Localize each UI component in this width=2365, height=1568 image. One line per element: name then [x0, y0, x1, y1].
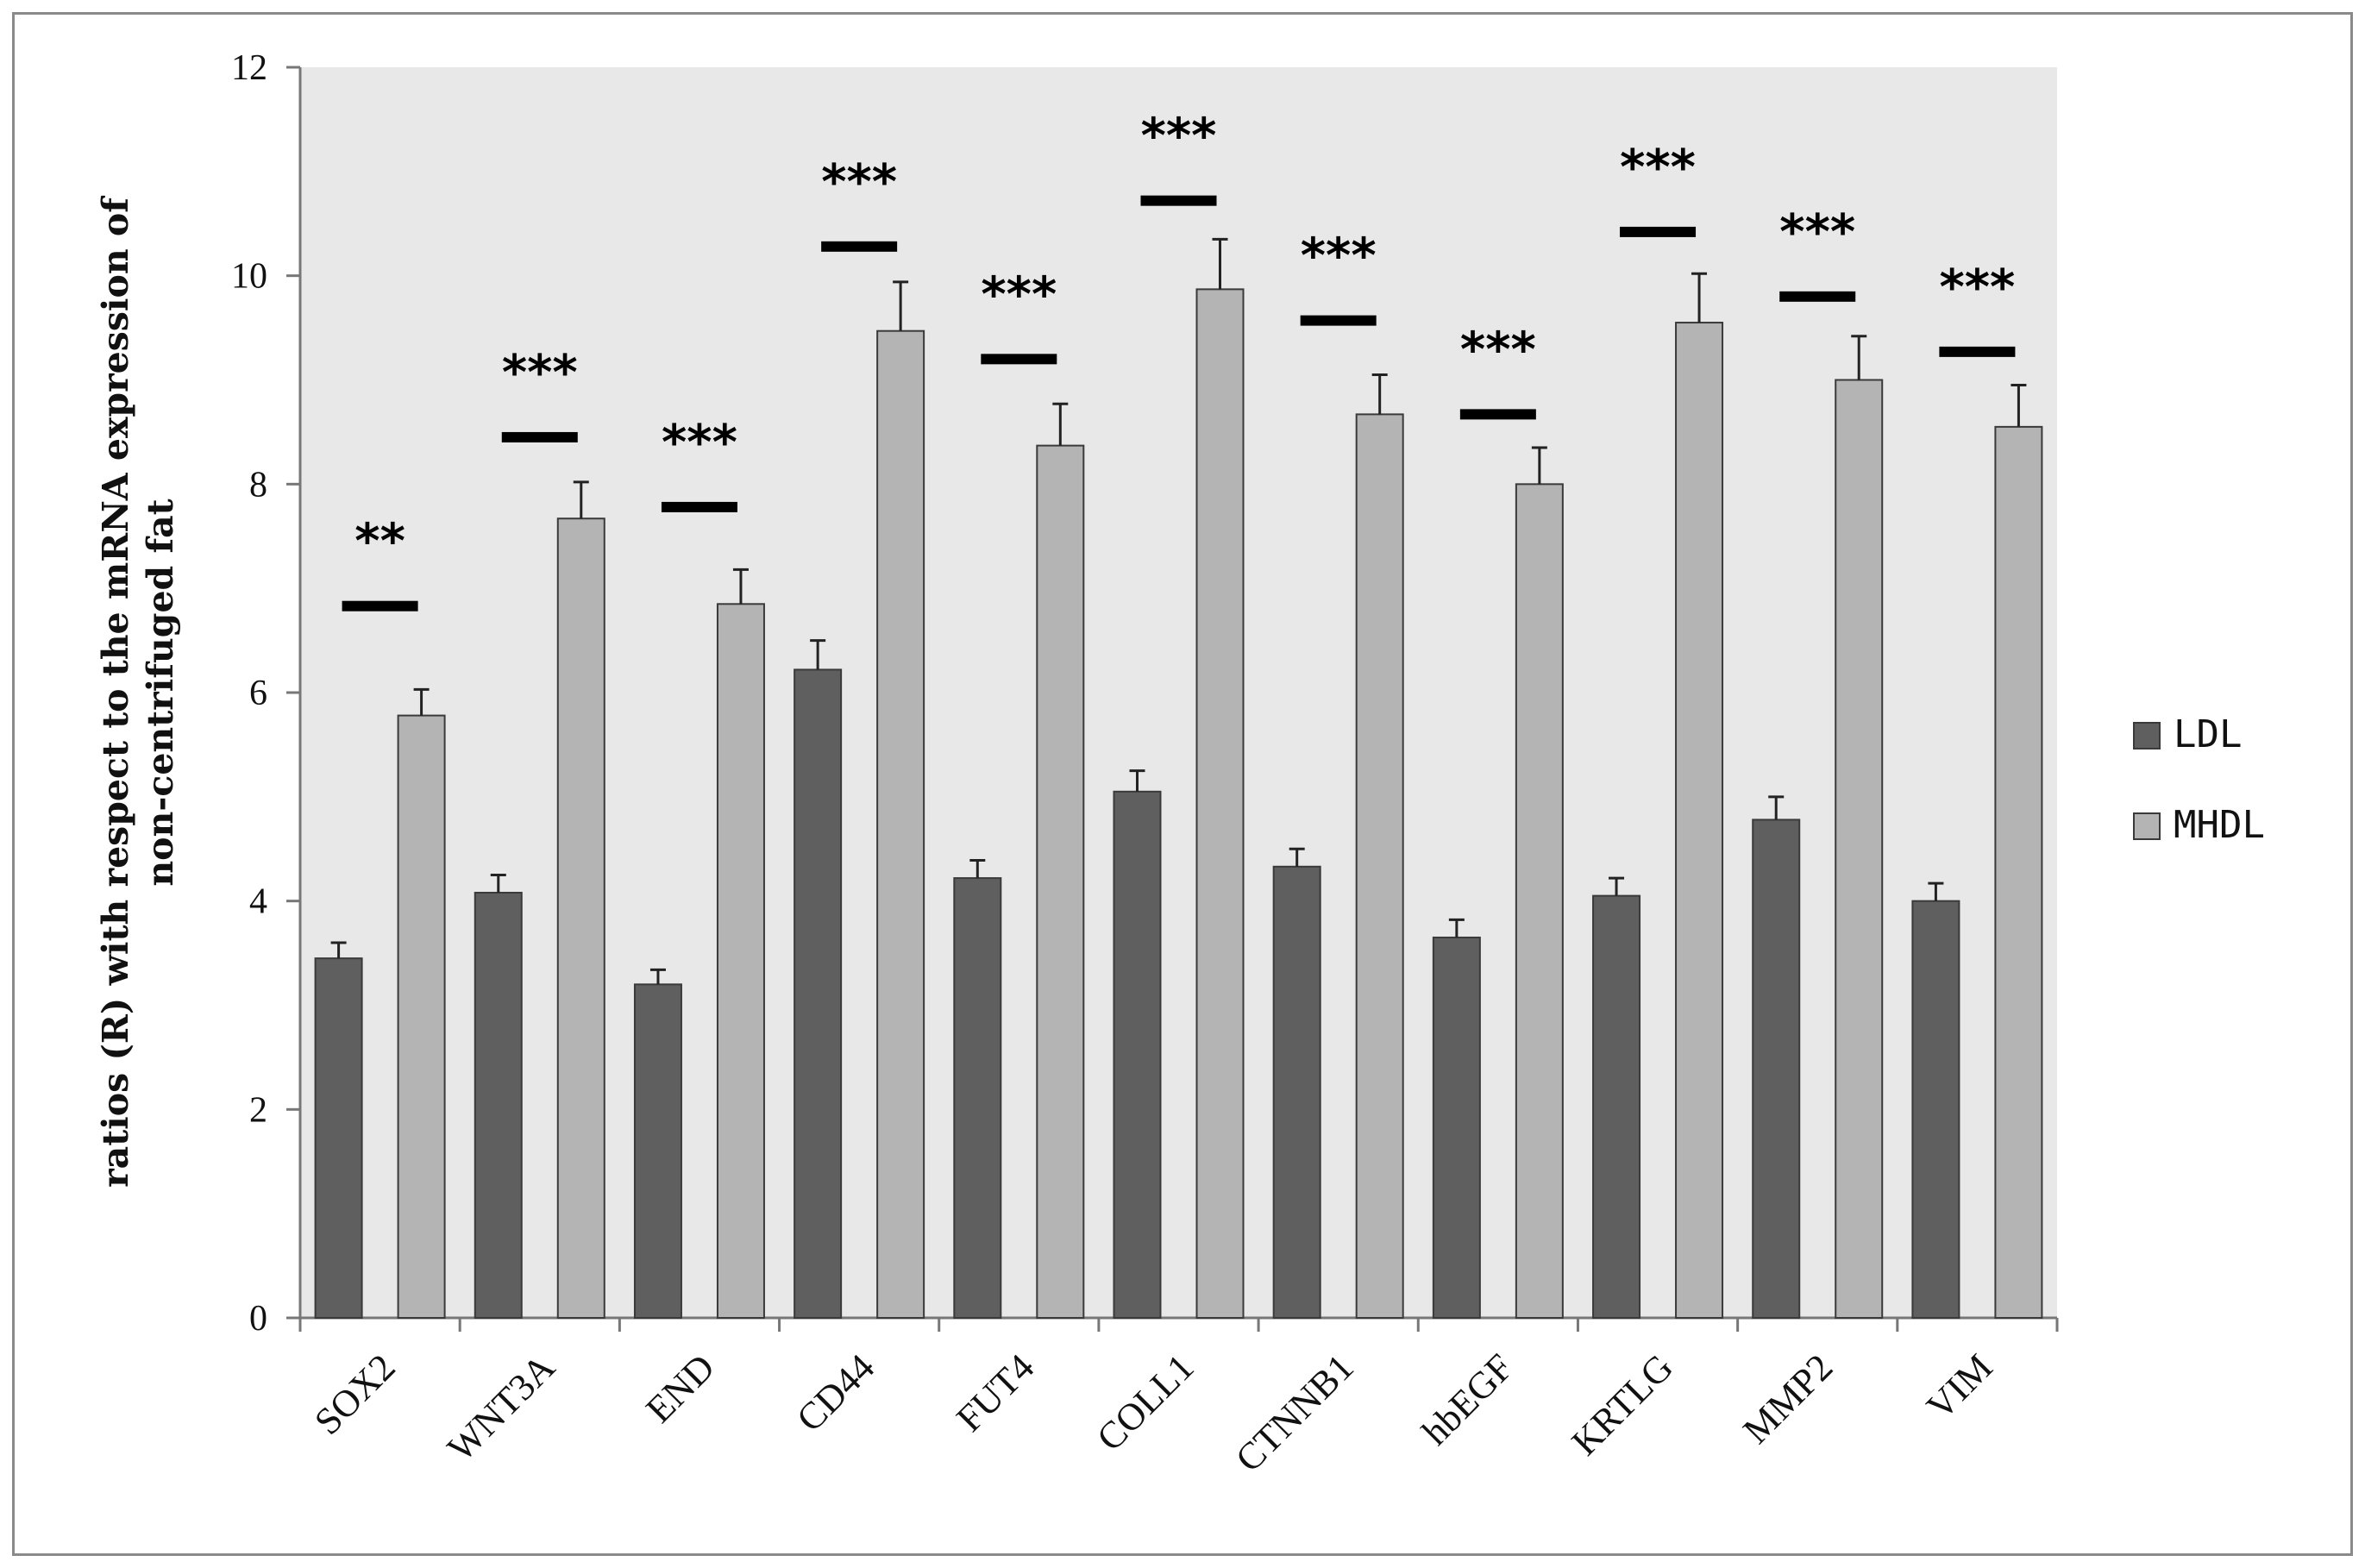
significance-line [1459, 409, 1536, 420]
y-tick-label: 0 [249, 1299, 267, 1339]
significance-line [501, 431, 578, 442]
bar-mhdl [556, 517, 605, 1319]
significance-label: *** [821, 154, 897, 210]
significance-label: *** [1939, 260, 2015, 316]
significance-label: ** [354, 514, 405, 570]
y-tick-label: 10 [231, 257, 267, 297]
category-label: CTNNB1 [1227, 1345, 1362, 1480]
category-label: MMP2 [1735, 1345, 1841, 1452]
y-tick-label: 6 [249, 674, 267, 713]
category-label: END [637, 1345, 723, 1431]
significance-label: *** [1141, 109, 1217, 165]
bar-ldl [1272, 865, 1321, 1319]
bar-ldl [314, 957, 363, 1319]
bar-ldl [633, 983, 682, 1320]
bar-mhdl [397, 714, 446, 1319]
bar-mhdl [1036, 444, 1085, 1319]
category-label: CD44 [788, 1345, 882, 1439]
significance-line [661, 501, 737, 512]
y-axis: 0 2 4 6 8 10 12 [231, 48, 302, 1339]
category-label: FUT4 [948, 1345, 1042, 1439]
category-label: SOX2 [306, 1345, 403, 1442]
legend-label-mhdl: MHDL [2174, 803, 2265, 847]
bar-mhdl [1195, 288, 1245, 1319]
bar-mhdl [1994, 425, 2043, 1319]
y-tick-label: 2 [249, 1090, 267, 1130]
category-label: KRTLG [1564, 1345, 1681, 1463]
y-axis-label-line: ratios (R) with respect to the mRNA expr… [95, 196, 136, 1188]
y-axis-label: ratios (R) with respect to the mRNA expr… [95, 196, 181, 1188]
significance-label: *** [981, 267, 1057, 323]
bar-mhdl [716, 603, 765, 1319]
y-axis-label-line: non-centrifuged fat [140, 499, 181, 886]
legend-label-ldl: LDL [2174, 712, 2242, 756]
category-label: WNT3A [439, 1345, 563, 1470]
significance-line [1140, 195, 1217, 206]
bar-ldl [474, 892, 523, 1319]
bar-mhdl [1835, 379, 1884, 1319]
significance-label: *** [1460, 322, 1536, 378]
bar-mhdl [1515, 483, 1564, 1319]
bar-ldl [1432, 936, 1481, 1320]
category-label: COLL1 [1088, 1345, 1201, 1458]
significance-line [1939, 346, 2016, 357]
significance-line [1779, 291, 1856, 302]
significance-label: *** [1779, 204, 1855, 260]
significance-label: *** [662, 415, 737, 471]
significance-line [821, 241, 898, 252]
bar-ldl [1911, 900, 1960, 1319]
significance-label: *** [1301, 229, 1377, 285]
legend: LDL MHDL [2133, 712, 2265, 847]
bar-ldl [1113, 790, 1162, 1319]
significance-line [981, 354, 1057, 365]
y-tick-label: 4 [249, 882, 267, 922]
bar-mhdl [1355, 413, 1404, 1319]
significance-label: *** [1620, 140, 1696, 196]
bar-ldl [1592, 894, 1641, 1319]
legend-swatch-mhdl [2133, 812, 2161, 840]
error-bars-group [330, 237, 2027, 985]
bar-ldl [953, 877, 1002, 1319]
x-axis: SOX2 WNT3A END CD44 FUT4 COLL1 CTNNB1 hbEGF KRTL… [298, 1316, 2059, 1480]
bar-mhdl [1675, 322, 1724, 1320]
category-label: hbEGF [1414, 1345, 1521, 1453]
legend-swatch-ldl [2133, 722, 2161, 750]
significance-group: ******************************** [342, 109, 2016, 612]
category-label: VIM [1918, 1345, 2000, 1427]
significance-line [342, 600, 418, 612]
significance-line [1300, 315, 1377, 326]
bar-mhdl [876, 329, 925, 1319]
y-tick-label: 12 [231, 48, 267, 88]
y-tick-label: 8 [249, 465, 267, 505]
bar-ldl [1752, 818, 1801, 1319]
bar-ldl [794, 668, 843, 1319]
significance-label: *** [502, 345, 578, 401]
significance-line [1620, 226, 1697, 237]
